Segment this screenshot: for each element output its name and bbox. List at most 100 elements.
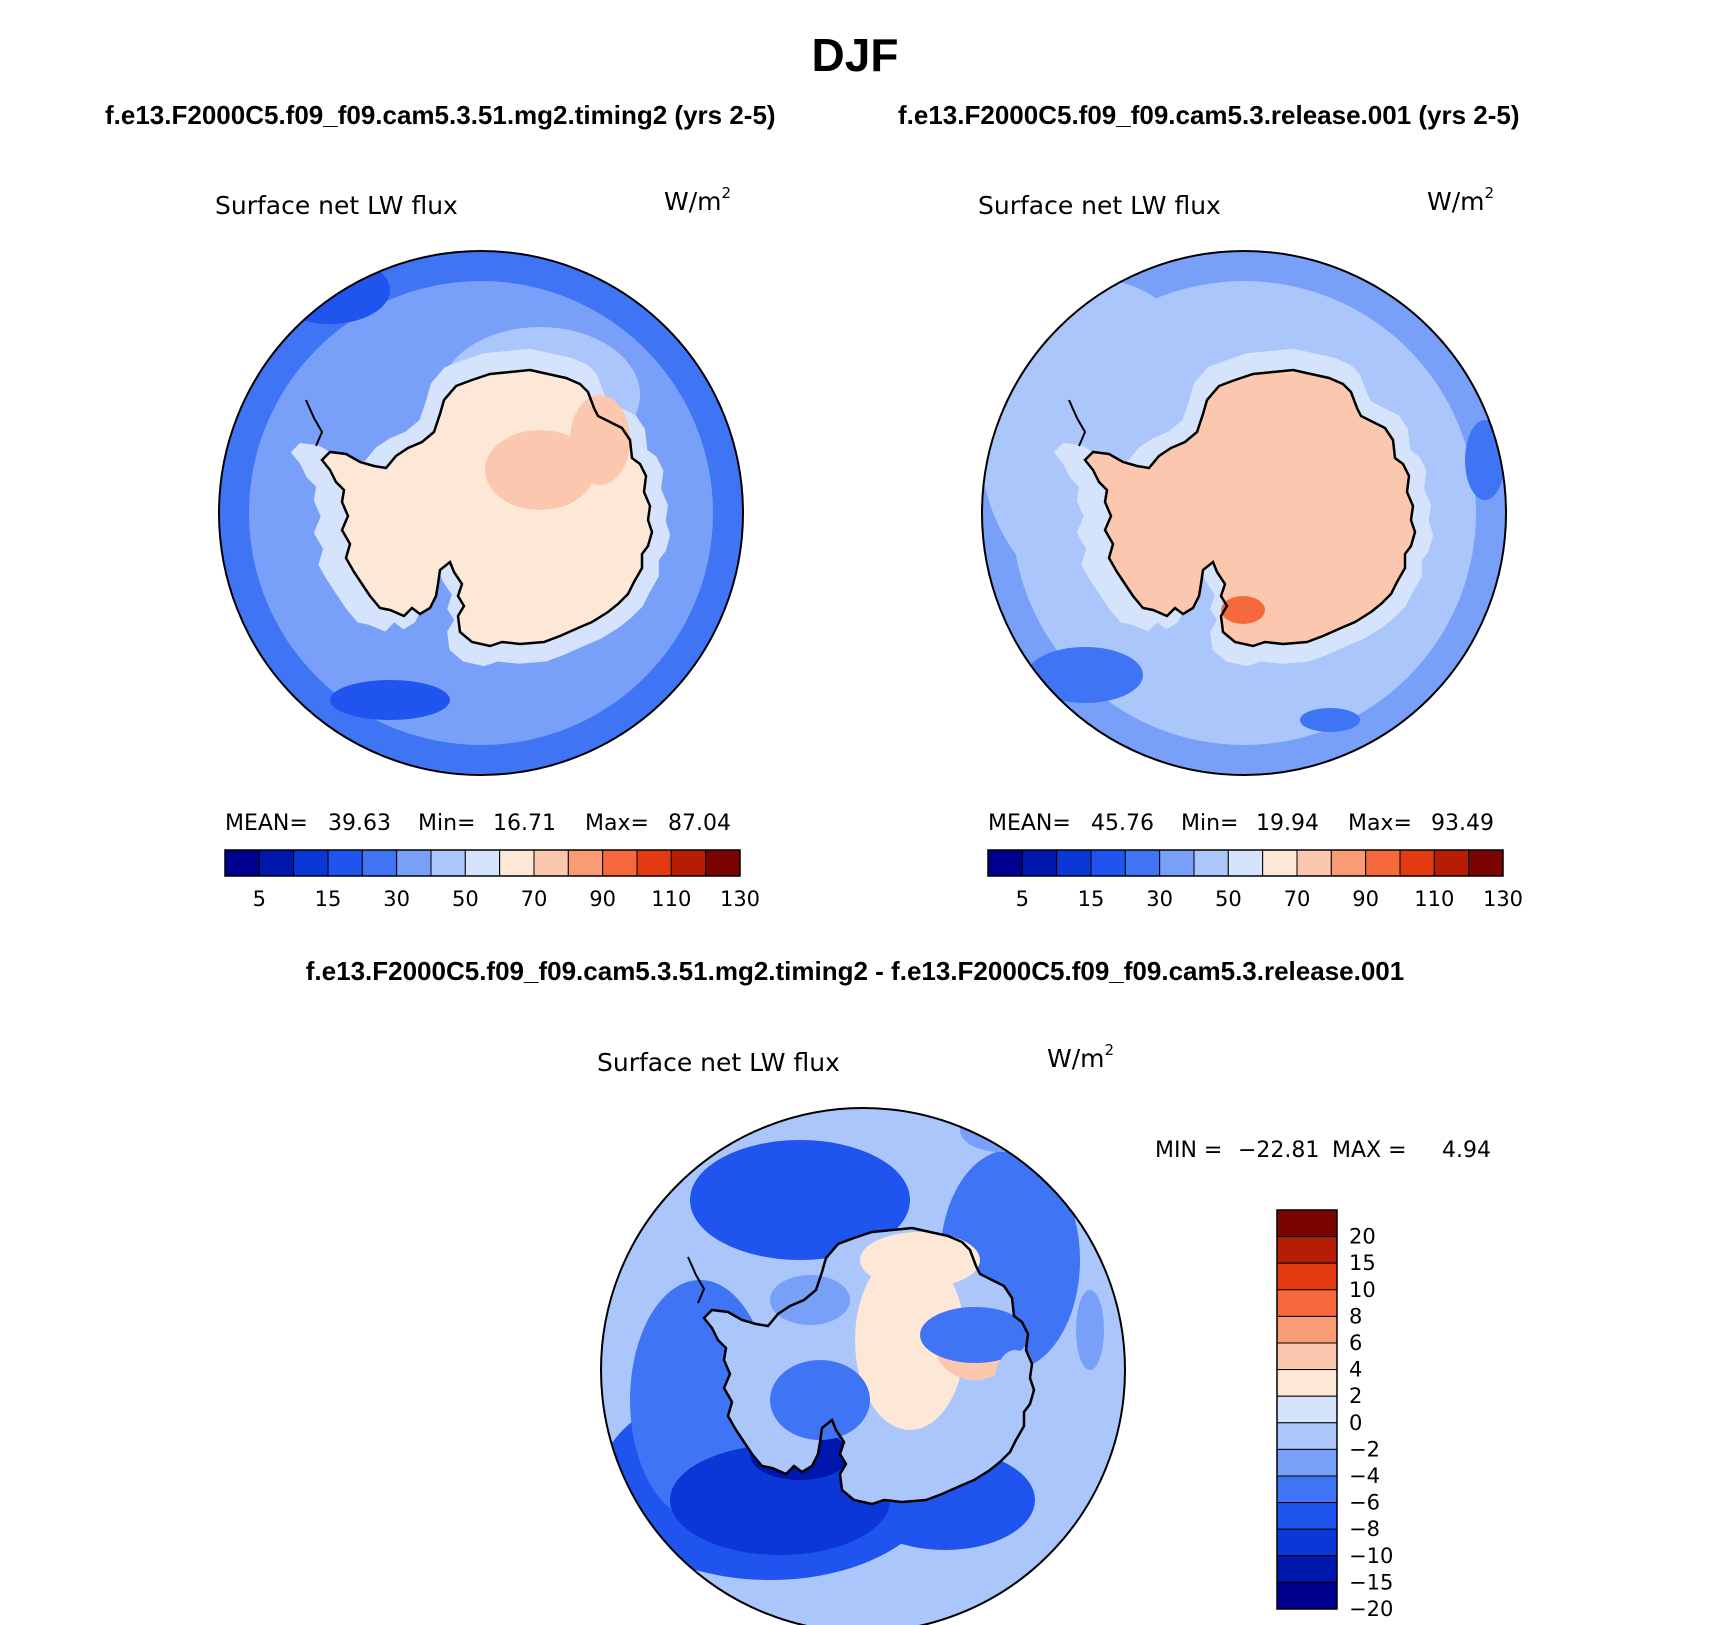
colorbar-swatch (1433, 849, 1470, 877)
colorbar-swatch (567, 849, 604, 877)
panel-c-min-value: −22.81 (1238, 1138, 1319, 1163)
colorbar-tick-label: 6 (1349, 1331, 1362, 1355)
colorbar-tick-label: 30 (383, 887, 410, 911)
panel-a-colorbar: 5 15 30 50 70 90 110 130 (224, 849, 760, 911)
panel-c-anomaly-patch (960, 1108, 1040, 1152)
colorbar-tick-label: 130 (720, 887, 760, 911)
colorbar-swatch (1365, 849, 1401, 877)
panel-a-min-value: 16.71 (493, 811, 556, 836)
panel-c-anomaly-patch (690, 1140, 910, 1260)
panel-b-ocean-patch (1465, 420, 1505, 500)
colorbar-swatch (1330, 849, 1367, 877)
colorbar-tick-label: 10 (1349, 1278, 1376, 1302)
colorbar-tick-label: 30 (1146, 887, 1173, 911)
panel-a-max-label: Max= (585, 811, 649, 836)
panel-c-max-label: MAX = (1332, 1138, 1407, 1163)
panel-a-variable-title: Surface net LW flux (215, 191, 458, 220)
panel-c-interior-positive (860, 1232, 980, 1288)
colorbar-swatch (670, 849, 707, 877)
colorbar-swatch (327, 849, 363, 877)
colorbar-tick-label: 90 (1352, 887, 1379, 911)
colorbar-swatch (1468, 849, 1504, 877)
panel-b-variable-title: Surface net LW flux (978, 191, 1221, 220)
colorbar-tick-label: 5 (253, 887, 266, 911)
colorbar-swatch (430, 849, 466, 877)
colorbar-tick-label: −2 (1349, 1437, 1380, 1461)
colorbar-swatch (224, 849, 260, 877)
panel-b-units: W/m2 (1427, 184, 1494, 216)
colorbar-tick-label: 130 (1483, 887, 1523, 911)
colorbar-tick-label: −8 (1349, 1517, 1380, 1541)
colorbar-tick-label: 15 (1349, 1251, 1376, 1275)
panel-a-min-label: Min= (418, 811, 475, 836)
map-panel-difference: Surface net LW flux W/m2 MIN = −2 (597, 1041, 1491, 1625)
colorbar-swatch (1276, 1581, 1338, 1610)
panel-b-ocean-patch (1027, 647, 1143, 703)
colorbar-swatch (602, 849, 638, 877)
colorbar-swatch (499, 849, 535, 877)
colorbar-tick-label: −20 (1349, 1597, 1393, 1621)
colorbar-swatch (1276, 1369, 1338, 1397)
panel-a-interior-patch (485, 430, 595, 510)
colorbar-swatch (1276, 1448, 1338, 1477)
panel-b-ross-patch (1221, 596, 1265, 624)
colorbar-swatch (1276, 1236, 1338, 1264)
panel-b-max-value: 93.49 (1431, 811, 1494, 836)
colorbar-tick-label: 5 (1016, 887, 1029, 911)
panel-b-map-border (981, 250, 1507, 776)
panel-b-colorbar: 5 15 30 50 70 90 110 130 (987, 849, 1523, 911)
colorbar-tick-label: −6 (1349, 1491, 1380, 1515)
colorbar-swatch (1193, 849, 1229, 877)
panel-c-interior-negative (770, 1275, 850, 1325)
colorbar-tick-label: 70 (1284, 887, 1311, 911)
colorbar-tick-label: 15 (1078, 887, 1105, 911)
colorbar-swatch (1227, 849, 1264, 877)
colorbar-swatch (293, 849, 329, 877)
colorbar-swatch (705, 849, 741, 877)
colorbar-swatch (1276, 1475, 1338, 1504)
colorbar-swatch (1276, 1262, 1338, 1291)
colorbar-tick-label: 15 (315, 887, 342, 911)
colorbar-swatch (1090, 849, 1126, 877)
colorbar-frame (987, 849, 1504, 877)
panel-c-max-value: 4.94 (1442, 1138, 1491, 1163)
colorbar-swatch (987, 849, 1023, 877)
panel-a-ocean-patch (270, 256, 390, 324)
colorbar-tick-label: 2 (1349, 1384, 1362, 1408)
colorbar-swatch (1056, 849, 1092, 877)
panel-c-interior-negative (770, 1360, 870, 1440)
colorbar-swatch (1276, 1555, 1338, 1583)
panel-b-ocean-patch (1300, 708, 1360, 732)
colorbar-swatch (1124, 849, 1161, 877)
case-a-title: f.e13.F2000C5.f09_f09.cam5.3.51.mg2.timi… (105, 100, 776, 130)
panel-a-map-field (219, 251, 743, 775)
panel-b-min-label: Min= (1181, 811, 1238, 836)
colorbar-swatch (1021, 849, 1058, 877)
panel-a-map-border (218, 250, 744, 776)
colorbar-frame (224, 849, 741, 877)
panel-a-ocean-patch (330, 680, 450, 720)
colorbar-swatch (1159, 849, 1195, 877)
panel-c-interior-positive (855, 1250, 965, 1430)
colorbar-swatch (1276, 1422, 1338, 1450)
panel-c-peninsula-islands (687, 1256, 706, 1304)
colorbar-swatch (533, 849, 569, 877)
colorbar-swatch (1276, 1209, 1338, 1238)
colorbar-swatch (1276, 1342, 1338, 1371)
colorbar-tick-label: 50 (1215, 887, 1242, 911)
colorbar-tick-label: 20 (1349, 1225, 1376, 1249)
colorbar-swatch (258, 849, 295, 877)
panel-c-map-border (600, 1107, 1126, 1625)
colorbar-tick-label: −15 (1349, 1570, 1393, 1594)
map-panel-case-a: Surface net LW flux W/m2 MEAN= 39.63 Min… (215, 184, 760, 911)
panel-a-peninsula-islands (305, 399, 324, 447)
colorbar-tick-label: 8 (1349, 1304, 1362, 1328)
colorbar-frame (1276, 1209, 1338, 1610)
panel-b-map-field (982, 251, 1506, 775)
colorbar-tick-label: 4 (1349, 1358, 1362, 1382)
panel-c-interior-negative (920, 1307, 1030, 1363)
colorbar-tick-label: 110 (651, 887, 691, 911)
panel-b-interior-patch (1310, 448, 1370, 492)
